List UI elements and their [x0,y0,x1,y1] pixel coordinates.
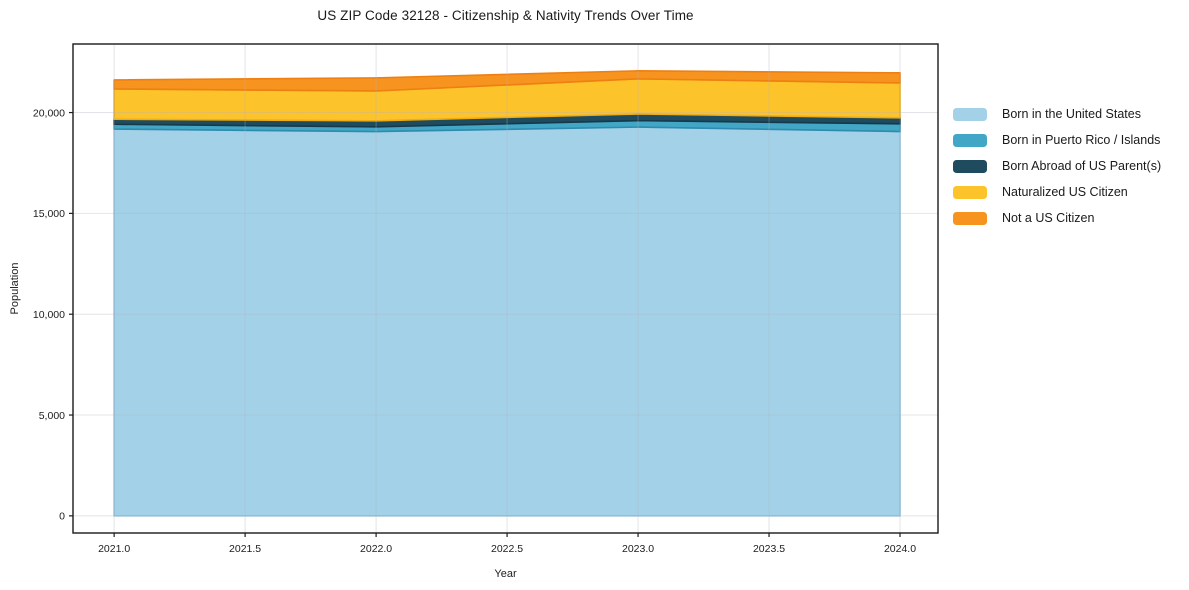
legend-swatch [953,133,987,147]
y-tick-label: 0 [59,511,65,523]
legend-item: Naturalized US Citizen [953,179,1161,205]
legend-item: Born in Puerto Rico / Islands [953,127,1161,153]
plot-frame [72,43,939,534]
y-tick-label: 5,000 [39,410,65,422]
y-axis-label: Population [9,263,21,315]
x-tick-label: 2021.5 [229,543,261,555]
area-layers [113,70,901,517]
x-tick-label: 2022.0 [360,543,392,555]
legend-swatch [953,185,987,199]
axis-ticks: 0 5,000 10,000 15,000 20,000 2021.0 2021.5 2022… [9,107,916,580]
area-series-4 [113,70,901,92]
x-tick-label: 2023.0 [622,543,654,555]
legend-item: Born in the United States [953,101,1161,127]
legend-item: Born Abroad of US Parent(s) [953,153,1161,179]
x-tick-label: 2023.5 [753,543,785,555]
legend-label: Not a US Citizen [1002,211,1095,225]
x-tick-label: 2021.0 [98,543,130,555]
legend-swatch [953,211,987,225]
x-tick-label: 2022.5 [491,543,523,555]
legend-swatch [953,159,987,173]
y-tick-label: 15,000 [33,208,65,220]
legend-label: Born in Puerto Rico / Islands [1002,133,1161,147]
legend: Born in the United States Born in Puerto … [953,101,1161,231]
y-tick-label: 10,000 [33,309,65,321]
legend-item: Not a US Citizen [953,205,1161,231]
legend-swatch [953,107,987,121]
x-axis-label: Year [494,568,517,580]
legend-label: Naturalized US Citizen [1002,185,1128,199]
chart-title: US ZIP Code 32128 - Citizenship & Nativi… [317,8,694,23]
legend-label: Born Abroad of US Parent(s) [1002,159,1162,173]
gridlines [73,44,938,533]
y-tick-label: 20,000 [33,107,65,119]
legend-label: Born in the United States [1002,107,1141,121]
x-tick-label: 2024.0 [884,543,916,555]
